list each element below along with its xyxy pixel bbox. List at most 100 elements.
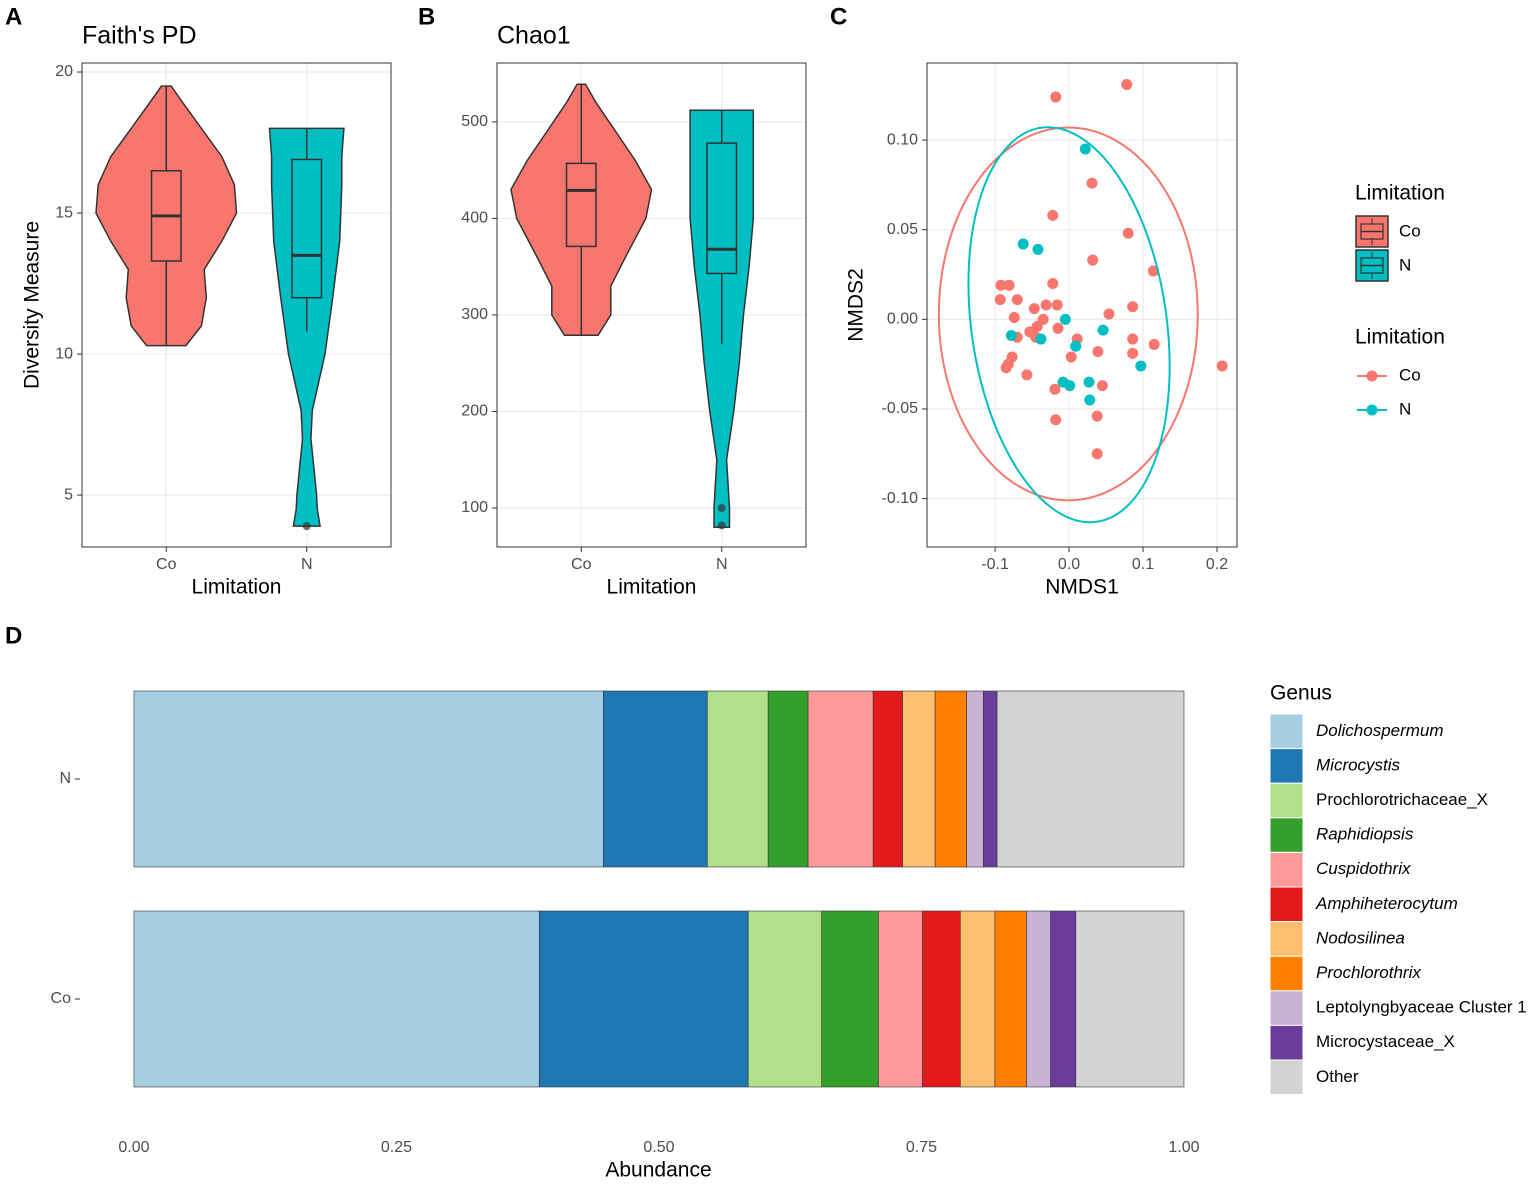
outlier [717,504,726,513]
x-tick-label: 0.50 [643,1139,674,1156]
legend-key-point [1366,370,1378,382]
bar-segment [902,690,936,868]
y-tick-label: 200 [461,403,488,420]
plot-border [926,62,1238,548]
x-tick-label: N [716,556,728,573]
box [706,142,738,275]
bar-segment [821,910,879,1088]
legend-label: N [1399,255,1411,274]
bar-segment [966,690,984,868]
plot-border [81,62,392,548]
point [1097,324,1109,336]
legend-label: Prochlorotrichaceae_X [1316,790,1488,809]
x-axis-title: NMDS1 [1045,576,1119,599]
x-tick-label: 0.75 [906,1139,937,1156]
point [1006,351,1018,363]
bar-segment [1050,910,1077,1088]
legend-label: N [1399,399,1411,418]
y-axis-title: Diversity Measure [21,221,44,389]
legend-key [1269,748,1304,784]
point [1087,254,1099,266]
x-tick-label: 0.25 [381,1139,412,1156]
legend-label: Cuspidothrix [1316,859,1411,878]
legend-label: Co [1399,365,1421,384]
legend-label: Microcystis [1316,755,1401,774]
y-tick-label: 20 [55,63,73,80]
bar-segment [878,910,923,1088]
point [1050,91,1062,103]
point [1070,340,1082,352]
y-tick-label: 15 [55,204,73,221]
x-axis-title: Abundance [605,1159,711,1182]
point [1084,394,1096,406]
point [1091,448,1103,460]
bar-segment [1026,910,1051,1088]
point [1050,414,1062,426]
legend-key [1269,817,1304,853]
x-tick-label: 0.0 [1058,556,1080,573]
legend-key [1269,851,1304,888]
legend-label: Amphiheterocytum [1315,894,1458,913]
x-tick-label: 1.00 [1168,1139,1199,1156]
x-axis-title: Limitation [192,576,282,599]
point [1065,351,1077,363]
legend-key-point [1366,404,1378,416]
point [1096,380,1108,392]
plot-background [927,63,1237,547]
x-tick-label: 0.1 [1132,556,1154,573]
point [1092,346,1104,358]
point [1148,338,1160,350]
point [1064,380,1076,392]
plot-border [496,62,807,548]
point [1047,277,1059,289]
point [1008,312,1020,324]
chart-title: Chao1 [497,22,571,50]
bar-segment [983,690,998,868]
panel-label: C [830,3,847,30]
point [1079,143,1091,155]
outlier [717,521,726,530]
x-tick-label: Co [156,556,177,573]
point [1049,383,1061,395]
point [1000,362,1012,374]
point [995,279,1007,291]
y-tick-label: 0.10 [887,131,918,148]
point [1003,279,1015,291]
panel-label: D [5,622,22,649]
y-tick-label: 0.05 [887,221,918,238]
ellipse [937,126,1199,502]
point [1127,347,1139,359]
point [1011,294,1023,306]
legend-label: Raphidiopsis [1316,825,1414,844]
legend-label: Co [1399,221,1421,240]
x-axis-title: Limitation [607,576,697,599]
x-tick-label: Co [571,556,592,573]
legend-label: Microcystaceae_X [1316,1032,1455,1051]
legend-key [1269,713,1304,750]
bar-segment [922,910,961,1088]
legend-title: Limitation [1355,326,1445,349]
point [1121,79,1133,91]
point [1040,299,1052,311]
bar-segment [133,690,604,868]
bar-segment [872,690,903,868]
y-tick-label: Co [51,990,72,1007]
legend-label: Nodosilinea [1316,928,1405,947]
point [1035,333,1047,345]
legend-label: Prochlorothrix [1316,963,1421,982]
point [1047,209,1059,221]
bar-segment [133,910,540,1088]
ellipse [967,126,1171,524]
legend-key [1269,782,1304,819]
point [994,294,1006,306]
point [1005,329,1017,341]
point [1216,360,1228,372]
y-tick-label: -0.05 [882,400,919,417]
point [1028,303,1040,315]
outlier [302,522,311,531]
bar-segment [747,910,823,1088]
y-tick-label: -0.10 [882,490,919,507]
y-tick-label: N [59,770,71,787]
legend-key [1269,886,1304,923]
